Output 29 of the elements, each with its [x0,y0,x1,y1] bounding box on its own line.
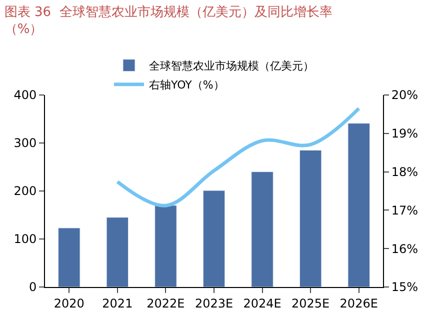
x-tick-label: 2025E [292,296,330,310]
bar [251,172,274,287]
y2-tick-label: 17% [391,203,418,218]
x-tick-label: 2026E [340,296,378,310]
x-tick-label: 2024E [243,296,282,310]
y2-tick-label: 20% [391,88,418,102]
x-tick-label: 2022E [146,296,185,310]
y-tick-label: 0 [28,280,37,294]
y-tick-label: 200 [14,184,37,198]
legend-label: 右轴YOY（%） [149,78,224,92]
x-tick-label: 2020 [54,296,84,310]
y2-tick-label: 19% [391,126,418,141]
y-tick-label: 100 [14,232,37,246]
y2-tick-label: 18% [391,165,418,179]
line-series [116,106,361,208]
bar [106,217,129,287]
y-tick-label: 300 [14,136,37,150]
bar [154,205,177,287]
y2-tick-label: 16% [391,242,418,256]
y2-tick-label: 15% [391,280,418,294]
y-tick-label: 400 [14,88,37,102]
x-tick-label: 2023E [194,296,234,310]
bar [202,190,226,287]
x-tick-label: 2021 [102,296,133,310]
bar [58,228,80,287]
legend-label: 全球智慧农业市场规模（亿美元） [149,60,314,73]
bar [299,150,322,287]
bar [348,123,370,287]
chart-title: 图表 36 全球智慧农业市场规模（亿美元）及同比增长率（%） [4,4,332,37]
